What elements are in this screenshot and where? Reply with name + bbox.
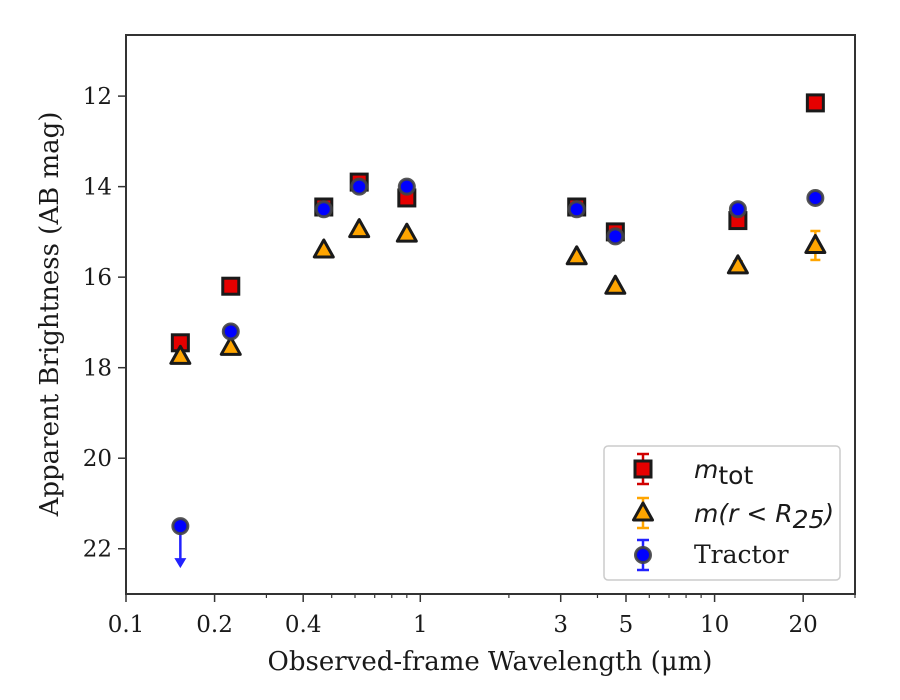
circle-marker bbox=[567, 200, 586, 219]
legend-label-mtot: mtot bbox=[694, 455, 753, 490]
y-tick-label: 12 bbox=[83, 84, 112, 110]
circle-marker bbox=[314, 200, 333, 219]
triangle-point bbox=[604, 274, 627, 295]
circle-point bbox=[728, 200, 747, 219]
y-tick-label: 22 bbox=[83, 537, 112, 563]
circle-point bbox=[606, 227, 625, 246]
y-axis-label: Apparent Brightness (AB mag) bbox=[35, 112, 65, 518]
square-marker bbox=[221, 276, 241, 296]
x-tick-label: 1 bbox=[413, 612, 428, 638]
legend-label-tractor: Tractor bbox=[694, 540, 789, 569]
x-axis-label: Observed-frame Wavelength (μm) bbox=[268, 647, 713, 677]
triangle-marker bbox=[169, 344, 192, 365]
circle-marker bbox=[350, 177, 369, 196]
triangle-marker bbox=[312, 238, 335, 259]
circle-point bbox=[221, 322, 240, 341]
circle-marker bbox=[397, 177, 416, 196]
circle-marker bbox=[606, 227, 625, 246]
triangle-marker bbox=[219, 335, 242, 356]
circle-marker bbox=[221, 322, 240, 341]
circle-marker bbox=[806, 188, 825, 207]
triangle-marker bbox=[565, 245, 588, 266]
series-2 bbox=[171, 177, 825, 569]
triangle-point bbox=[348, 218, 371, 239]
circle-point bbox=[567, 200, 586, 219]
circle-point bbox=[171, 517, 190, 569]
triangle-point bbox=[565, 245, 588, 266]
x-tick-label: 10 bbox=[700, 612, 729, 638]
square-point bbox=[221, 276, 241, 296]
circle-marker bbox=[728, 200, 747, 219]
x-tick-label: 0.1 bbox=[108, 612, 145, 638]
triangle-point bbox=[726, 254, 749, 275]
circle-point bbox=[397, 177, 416, 196]
triangle-marker bbox=[604, 274, 627, 295]
circle-point bbox=[806, 188, 825, 207]
legend-label-mr25: m(r < R25) bbox=[694, 499, 834, 534]
y-tick-label: 18 bbox=[83, 356, 112, 382]
circle-marker bbox=[171, 517, 190, 536]
circle-point bbox=[314, 200, 333, 219]
triangle-point bbox=[395, 222, 418, 243]
square-point bbox=[805, 93, 825, 113]
legend: mtot m(r < R25) Tractor bbox=[603, 445, 841, 581]
circle-point bbox=[350, 177, 369, 196]
x-tick-label: 0.2 bbox=[196, 612, 233, 638]
upper-limit-arrowhead bbox=[174, 558, 187, 569]
legend-box bbox=[603, 445, 841, 581]
x-tick-label: 0.4 bbox=[285, 612, 322, 638]
x-tick-label: 3 bbox=[553, 612, 568, 638]
legend-markers bbox=[632, 452, 654, 572]
x-tick-label: 5 bbox=[619, 612, 634, 638]
plot-frame bbox=[125, 34, 856, 595]
triangle-marker bbox=[804, 233, 827, 254]
y-tick-label: 16 bbox=[83, 265, 112, 291]
y-tick-label: 20 bbox=[83, 446, 112, 472]
legend-triangle-icon bbox=[632, 501, 654, 522]
series-1 bbox=[169, 218, 827, 365]
data-marks bbox=[169, 93, 827, 569]
triangle-point bbox=[169, 344, 192, 365]
square-marker bbox=[805, 93, 825, 113]
triangle-marker bbox=[395, 222, 418, 243]
triangle-marker bbox=[348, 218, 371, 239]
legend-circle-icon bbox=[634, 546, 652, 564]
triangle-point bbox=[804, 229, 827, 262]
axis-ticks: 0.1 0.2 0.4 1 3 5 10 20 12 14 16 18 20 22 bbox=[83, 84, 856, 638]
triangle-point bbox=[312, 238, 335, 259]
triangle-point bbox=[219, 335, 242, 356]
y-tick-label: 14 bbox=[83, 175, 112, 201]
legend-square-icon bbox=[633, 459, 653, 479]
triangle-marker bbox=[726, 254, 749, 275]
x-tick-label: 20 bbox=[789, 612, 818, 638]
